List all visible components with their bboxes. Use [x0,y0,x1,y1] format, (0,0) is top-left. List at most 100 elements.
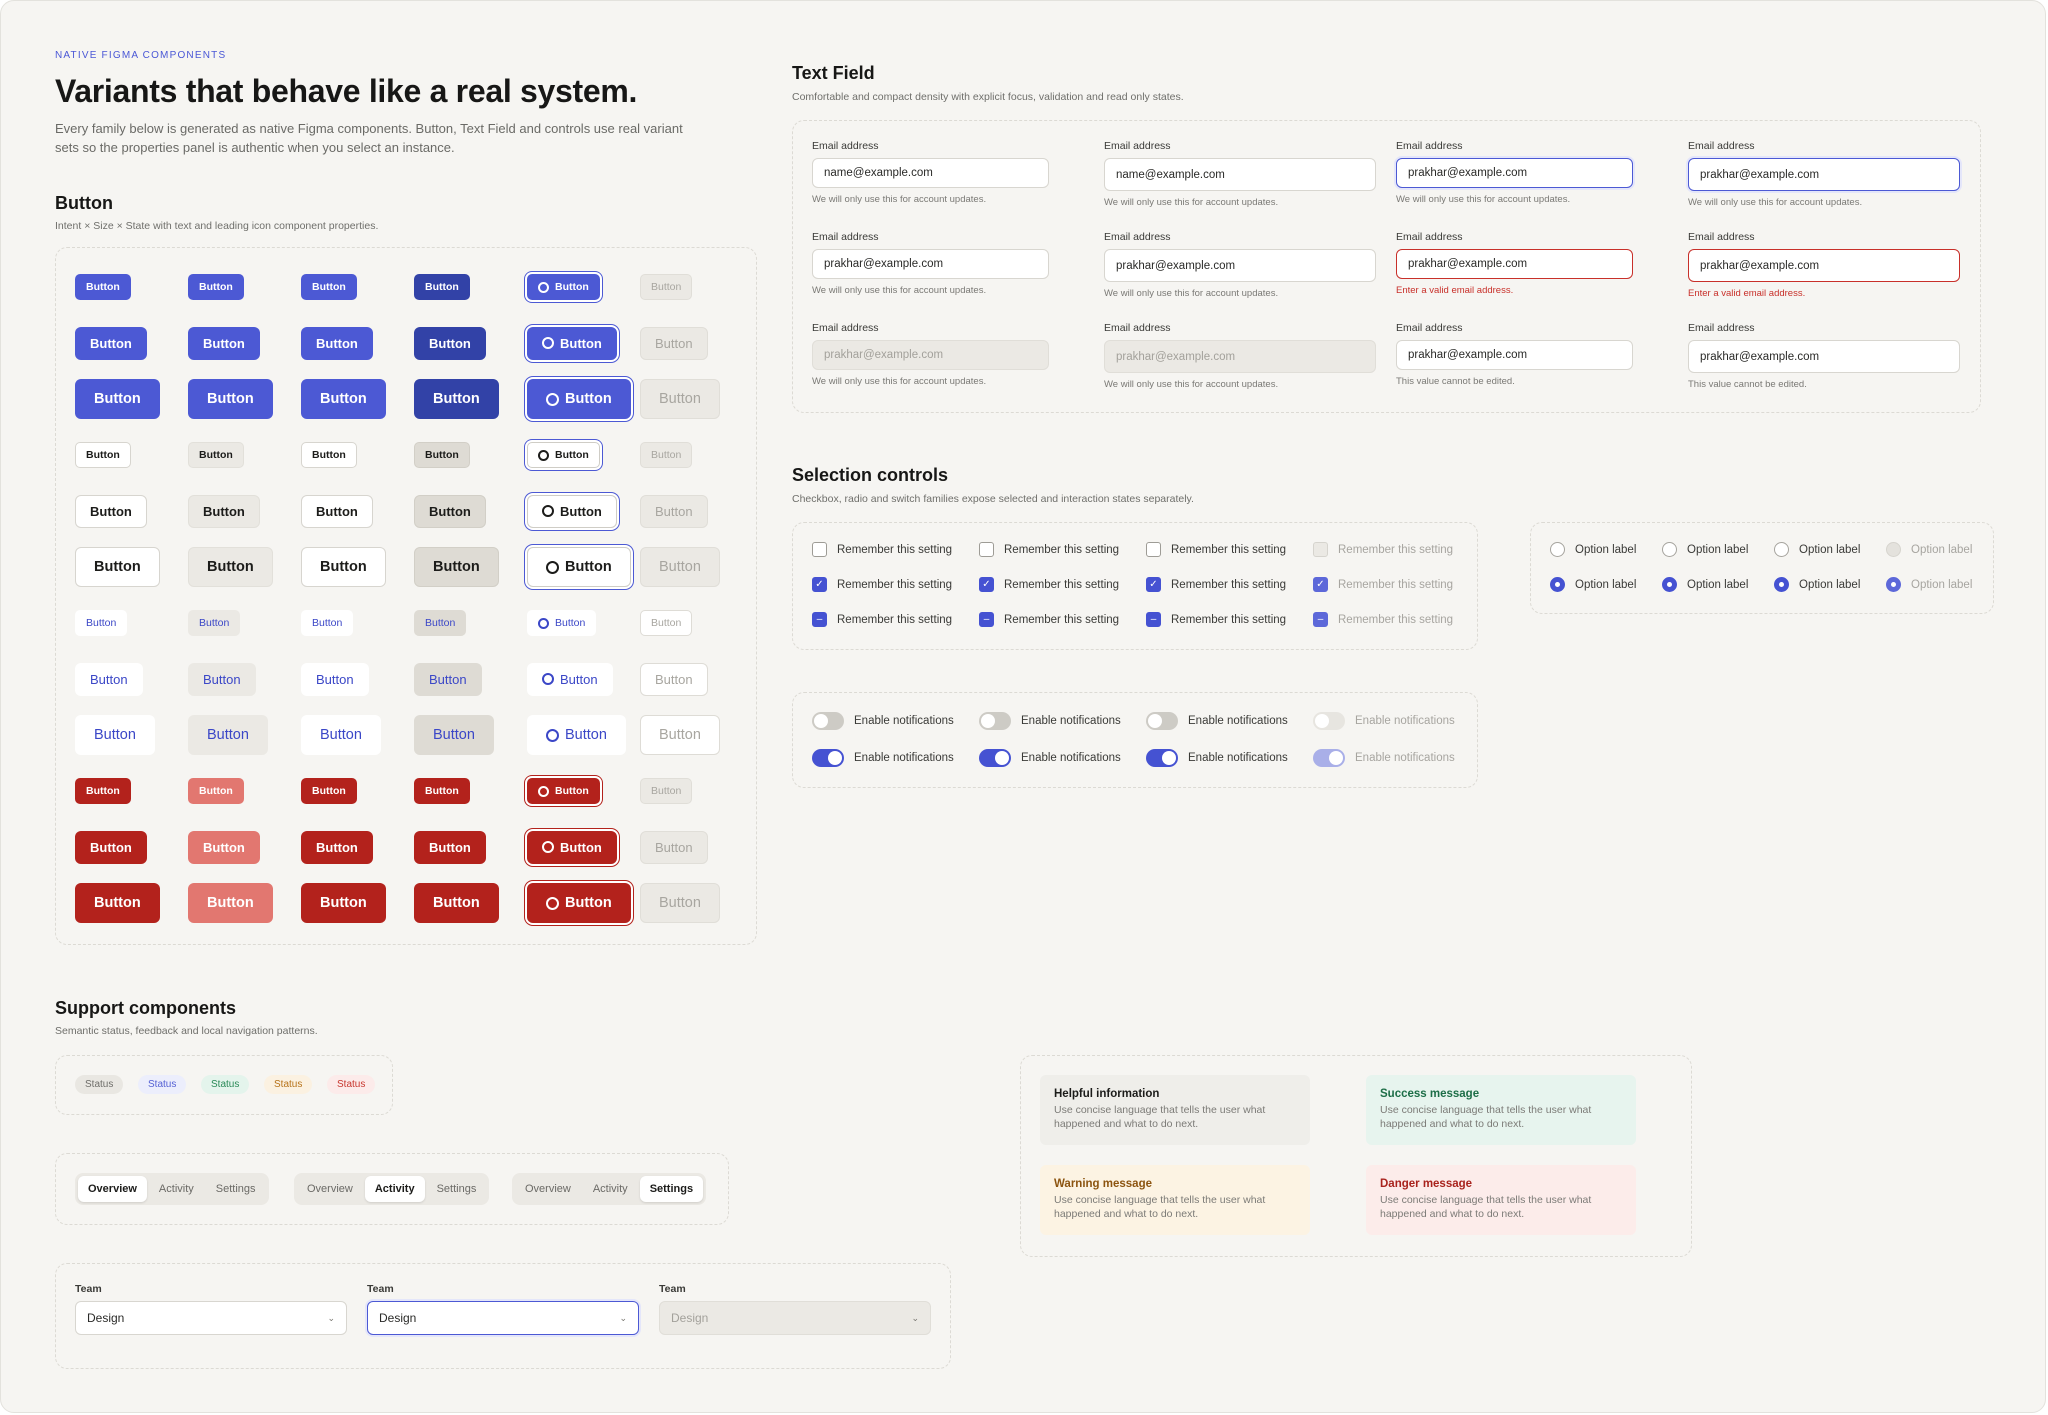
button-ghost-md[interactable]: Button [527,662,613,696]
button-ghost-lg[interactable]: Button [188,715,268,755]
button-danger-lg[interactable]: Button [75,883,160,923]
button-danger-sm[interactable]: Button [414,778,470,804]
button-primary-md[interactable]: Button [188,326,260,360]
checkbox-row[interactable]: ✓ Remember this setting [1313,577,1453,592]
tab-overview[interactable]: Overview [307,1183,353,1195]
radio-row[interactable]: Option label [1662,577,1748,592]
button-secondary-lg[interactable]: Button [188,547,273,587]
button-ghost-sm[interactable]: Button [188,610,241,636]
button-ghost-lg[interactable]: Button [527,715,626,755]
button-danger-md[interactable]: Button [640,830,708,864]
team-select[interactable]: Design ⌄ [659,1301,931,1335]
email-field[interactable]: prakhar@example.com [1104,340,1376,373]
button-ghost-md[interactable]: Button [75,662,143,696]
button-danger-lg[interactable]: Button [188,883,273,923]
switch-row[interactable]: Enable notifications [979,749,1121,767]
button-secondary-md[interactable]: Button [527,494,617,528]
button-danger-md[interactable]: Button [188,830,260,864]
checkbox-row[interactable]: Remember this setting [812,542,952,557]
button-ghost-sm[interactable]: Button [301,610,354,636]
button-danger-lg[interactable]: Button [414,883,499,923]
switch-row[interactable]: Enable notifications [1146,749,1288,767]
button-ghost-lg[interactable]: Button [75,715,155,755]
email-field[interactable]: prakhar@example.com [1396,158,1633,188]
button-secondary-md[interactable]: Button [188,494,260,528]
button-ghost-md[interactable]: Button [301,662,369,696]
checkbox-row[interactable]: – Remember this setting [979,612,1119,627]
button-danger-md[interactable]: Button [75,830,147,864]
button-secondary-md[interactable]: Button [301,494,373,528]
button-ghost-sm[interactable]: Button [640,610,693,636]
button-ghost-md[interactable]: Button [188,662,256,696]
button-primary-lg[interactable]: Button [640,379,720,419]
button-secondary-lg[interactable]: Button [301,547,386,587]
radio-row[interactable]: Option label [1774,542,1860,557]
checkbox-row[interactable]: ✓ Remember this setting [979,577,1119,592]
tab-overview[interactable]: Overview [525,1183,571,1195]
button-primary-sm[interactable]: Button [414,274,470,300]
switch-row[interactable]: Enable notifications [812,712,954,730]
radio-row[interactable]: Option label [1662,542,1748,557]
button-danger-lg[interactable]: Button [301,883,386,923]
button-primary-lg[interactable]: Button [301,379,386,419]
checkbox-row[interactable]: – Remember this setting [1313,612,1453,627]
button-primary-sm[interactable]: Button [640,274,693,300]
button-danger-md[interactable]: Button [301,830,373,864]
radio-row[interactable]: Option label [1550,542,1636,557]
switch-row[interactable]: Enable notifications [979,712,1121,730]
button-danger-sm[interactable]: Button [527,778,600,804]
button-danger-sm[interactable]: Button [301,778,357,804]
tab-overview[interactable]: Overview [78,1176,147,1202]
email-field[interactable]: prakhar@example.com [1688,158,1960,191]
button-secondary-sm[interactable]: Button [75,442,131,468]
email-field[interactable]: prakhar@example.com [812,249,1049,279]
button-danger-sm[interactable]: Button [640,778,693,804]
tab-settings[interactable]: Settings [215,1183,256,1195]
email-field[interactable]: prakhar@example.com [1688,249,1960,282]
button-ghost-sm[interactable]: Button [414,610,467,636]
button-primary-md[interactable]: Button [414,326,486,360]
button-secondary-md[interactable]: Button [640,494,708,528]
checkbox-row[interactable]: – Remember this setting [1146,612,1286,627]
button-danger-lg[interactable]: Button [640,883,720,923]
checkbox-row[interactable]: ✓ Remember this setting [1146,577,1286,592]
button-secondary-sm[interactable]: Button [301,442,357,468]
button-secondary-lg[interactable]: Button [527,547,631,587]
button-primary-sm[interactable]: Button [75,274,131,300]
switch-row[interactable]: Enable notifications [1313,712,1455,730]
checkbox-row[interactable]: Remember this setting [979,542,1119,557]
button-secondary-sm[interactable]: Button [414,442,470,468]
tab-activity[interactable]: Activity [592,1183,628,1195]
tab-activity[interactable]: Activity [364,1176,425,1202]
button-danger-md[interactable]: Button [414,830,486,864]
email-field[interactable]: name@example.com [812,158,1049,188]
button-ghost-lg[interactable]: Button [640,715,720,755]
button-secondary-lg[interactable]: Button [75,547,160,587]
radio-row[interactable]: Option label [1886,542,1972,557]
button-primary-md[interactable]: Button [527,326,617,360]
button-ghost-md[interactable]: Button [414,662,482,696]
button-secondary-md[interactable]: Button [75,494,147,528]
radio-row[interactable]: Option label [1550,577,1636,592]
switch-row[interactable]: Enable notifications [1146,712,1288,730]
switch-row[interactable]: Enable notifications [812,749,954,767]
switch-row[interactable]: Enable notifications [1313,749,1455,767]
button-primary-lg[interactable]: Button [414,379,499,419]
email-field[interactable]: prakhar@example.com [812,340,1049,370]
button-ghost-md[interactable]: Button [640,662,708,696]
team-select[interactable]: Design ⌄ [367,1301,639,1335]
button-primary-sm[interactable]: Button [301,274,357,300]
button-primary-md[interactable]: Button [301,326,373,360]
button-danger-sm[interactable]: Button [75,778,131,804]
button-primary-sm[interactable]: Button [188,274,244,300]
tab-settings[interactable]: Settings [639,1176,704,1202]
button-primary-sm[interactable]: Button [527,274,600,300]
tab-activity[interactable]: Activity [158,1183,194,1195]
email-field[interactable]: prakhar@example.com [1688,340,1960,373]
email-field[interactable]: prakhar@example.com [1104,249,1376,282]
team-select[interactable]: Design ⌄ [75,1301,347,1335]
button-secondary-lg[interactable]: Button [414,547,499,587]
button-ghost-sm[interactable]: Button [75,610,128,636]
button-secondary-sm[interactable]: Button [527,442,600,468]
checkbox-row[interactable]: Remember this setting [1146,542,1286,557]
